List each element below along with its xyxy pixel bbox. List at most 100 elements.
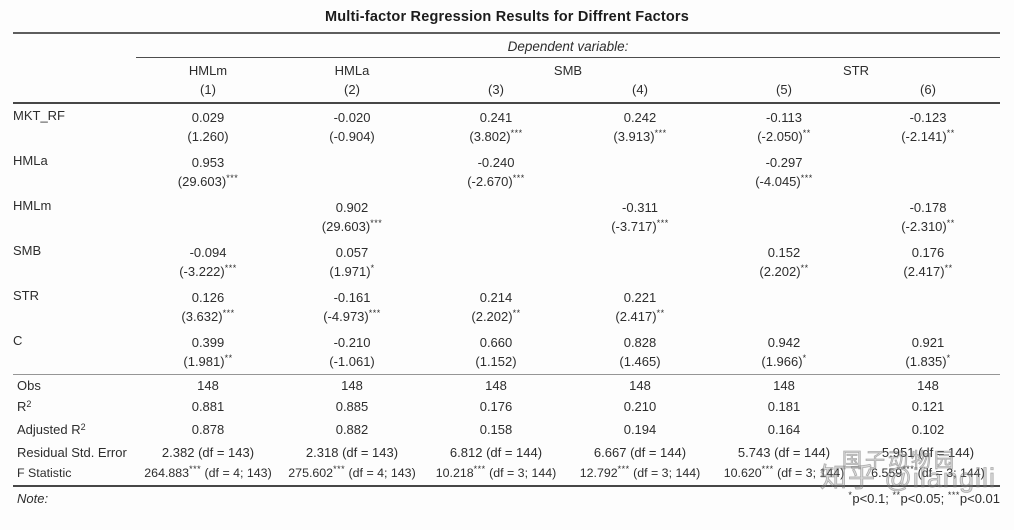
t-stat: (1.971)*: [329, 263, 375, 279]
coef-value: [424, 198, 568, 217]
significance-stars: ***: [368, 308, 381, 318]
summary-value: 0.878: [191, 422, 225, 437]
summary-row: Adjusted R2 0.878 0.882 0.158 0.194 0.164 0.10…: [13, 419, 1000, 442]
significance-stars: ***: [333, 464, 346, 474]
significance-stars: ***: [617, 464, 630, 474]
t-stat: (29.603)***: [321, 218, 383, 234]
significance-stars: ***: [224, 263, 237, 273]
t-stat: (1.465): [619, 354, 661, 369]
coef-cell: 0.152 (2.202)**: [712, 239, 856, 284]
variable-label: SMB: [13, 243, 42, 258]
summary-value: 0.194: [623, 422, 657, 437]
t-stat: (3.913)***: [613, 128, 667, 144]
coef-cell: -0.311 (-3.717)***: [568, 194, 712, 239]
coef-value: 0.902: [335, 200, 369, 215]
t-stat: (3.632)***: [181, 308, 235, 324]
t-stat: [568, 172, 712, 191]
t-stat: [712, 307, 856, 326]
column-number: (3): [424, 79, 568, 104]
summary-value: 148: [280, 374, 424, 396]
summary-value: 10.620*** (df = 3; 144): [712, 463, 856, 487]
summary-statistics-section: Obs 148 148 148 148 148 148 R2 0.881 0.885 0.176 0.…: [13, 374, 1000, 487]
t-stat: [712, 217, 856, 236]
t-stat: (-2.141)**: [901, 128, 955, 144]
coef-cell: 0.828 (1.465): [568, 329, 712, 375]
significance-stars: ***: [189, 464, 202, 474]
variable-label: C: [13, 333, 23, 348]
t-stat: (2.202)**: [759, 263, 809, 279]
summary-value: 0.176: [479, 399, 513, 414]
empty-cell: [13, 79, 136, 104]
coef-value: 0.953: [191, 155, 225, 170]
significance-stars: ***: [370, 218, 383, 228]
significance-stars: **: [946, 128, 955, 138]
variable-label: HMLm: [13, 198, 52, 213]
t-stat: (-2.670)***: [467, 173, 525, 189]
summary-label: F Statistic: [13, 463, 136, 487]
coef-cell: [424, 239, 568, 284]
t-stat: (29.603)***: [177, 173, 239, 189]
column-group-str: STR: [843, 63, 869, 78]
coef-value: 0.242: [623, 110, 657, 125]
summary-row: F Statistic 264.883*** (df = 4; 143) 275.6…: [13, 463, 1000, 487]
coef-row: SMB -0.094 (-3.222)*** 0.057 (1.971)* 0.152 (2…: [13, 239, 1000, 284]
t-stat: (1.260): [187, 129, 229, 144]
summary-value: 275.602*** (df = 4; 143): [280, 463, 424, 487]
summary-label: Residual Std. Error: [17, 445, 127, 460]
coef-value: -0.113: [766, 110, 802, 125]
empty-cell: [13, 33, 136, 58]
coef-value: [280, 153, 424, 172]
summary-value: 5.951 (df = 144): [881, 445, 975, 460]
coef-value: 0.921: [911, 335, 945, 350]
superscript: 2: [26, 399, 32, 409]
dependent-variable-label: Dependent variable:: [136, 33, 1000, 58]
column-group-smb: SMB: [553, 63, 583, 78]
coef-row: C 0.399 (1.981)** -0.210 (-1.061) 0.660 (1.152…: [13, 329, 1000, 375]
dependent-variable-row: Dependent variable:: [13, 33, 1000, 58]
coef-value: 0.660: [479, 335, 513, 350]
significance-legend: *p<0.1; **p<0.05; ***p<0.01: [848, 490, 1000, 506]
variable-label: STR: [13, 288, 39, 303]
column-group-hmlm: HMLm: [188, 63, 228, 78]
summary-value: 12.792*** (df = 3; 144): [568, 463, 712, 487]
significance-stars: **: [944, 263, 953, 273]
coef-cell: [712, 194, 856, 239]
significance-stars: ***: [902, 464, 915, 474]
significance-stars: ***: [761, 464, 774, 474]
summary-value: 6.812 (df = 144): [449, 445, 543, 460]
t-stat: (-0.904): [329, 129, 375, 144]
coef-cell: 0.126 (3.632)***: [136, 284, 280, 329]
significance-stars: **: [946, 218, 955, 228]
coef-value: 0.152: [767, 245, 801, 260]
summary-row: Obs 148 148 148 148 148 148: [13, 374, 1000, 396]
coefficients-section: MKT_RF 0.029 (1.260) -0.020 (-0.904) 0.241 (3.…: [13, 103, 1000, 375]
coef-value: -0.020: [333, 110, 371, 125]
column-number: (5): [712, 79, 856, 104]
coef-cell: -0.094 (-3.222)***: [136, 239, 280, 284]
coef-value: 0.828: [623, 335, 657, 350]
coef-cell: 0.241 (3.802)***: [424, 103, 568, 149]
column-number-row: (1) (2) (3) (4) (5) (6): [13, 79, 1000, 104]
coef-value: [568, 243, 712, 262]
significance-stars: **: [656, 308, 665, 318]
summary-value: 0.881: [191, 399, 225, 414]
t-stat: (-1.061): [329, 354, 375, 369]
summary-value: 0.164: [767, 422, 801, 437]
coef-value: -0.161: [333, 290, 371, 305]
significance-stars: ***: [654, 128, 667, 138]
coef-value: -0.240: [477, 155, 515, 170]
significance-stars: ***: [800, 173, 813, 183]
column-group-row: HMLm HMLa SMB STR: [13, 58, 1000, 80]
summary-value: 0.158: [479, 422, 513, 437]
summary-value: 0.885: [335, 399, 369, 414]
coef-cell: [136, 194, 280, 239]
coef-cell: 0.902 (29.603)***: [280, 194, 424, 239]
variable-label: HMLa: [13, 153, 48, 168]
significance-stars: **: [802, 128, 811, 138]
coef-cell: -0.297 (-4.045)***: [712, 149, 856, 194]
coef-cell: 0.660 (1.152): [424, 329, 568, 375]
summary-value: 0.102: [911, 422, 945, 437]
t-stat: (1.966)*: [761, 353, 807, 369]
coef-cell: [424, 194, 568, 239]
